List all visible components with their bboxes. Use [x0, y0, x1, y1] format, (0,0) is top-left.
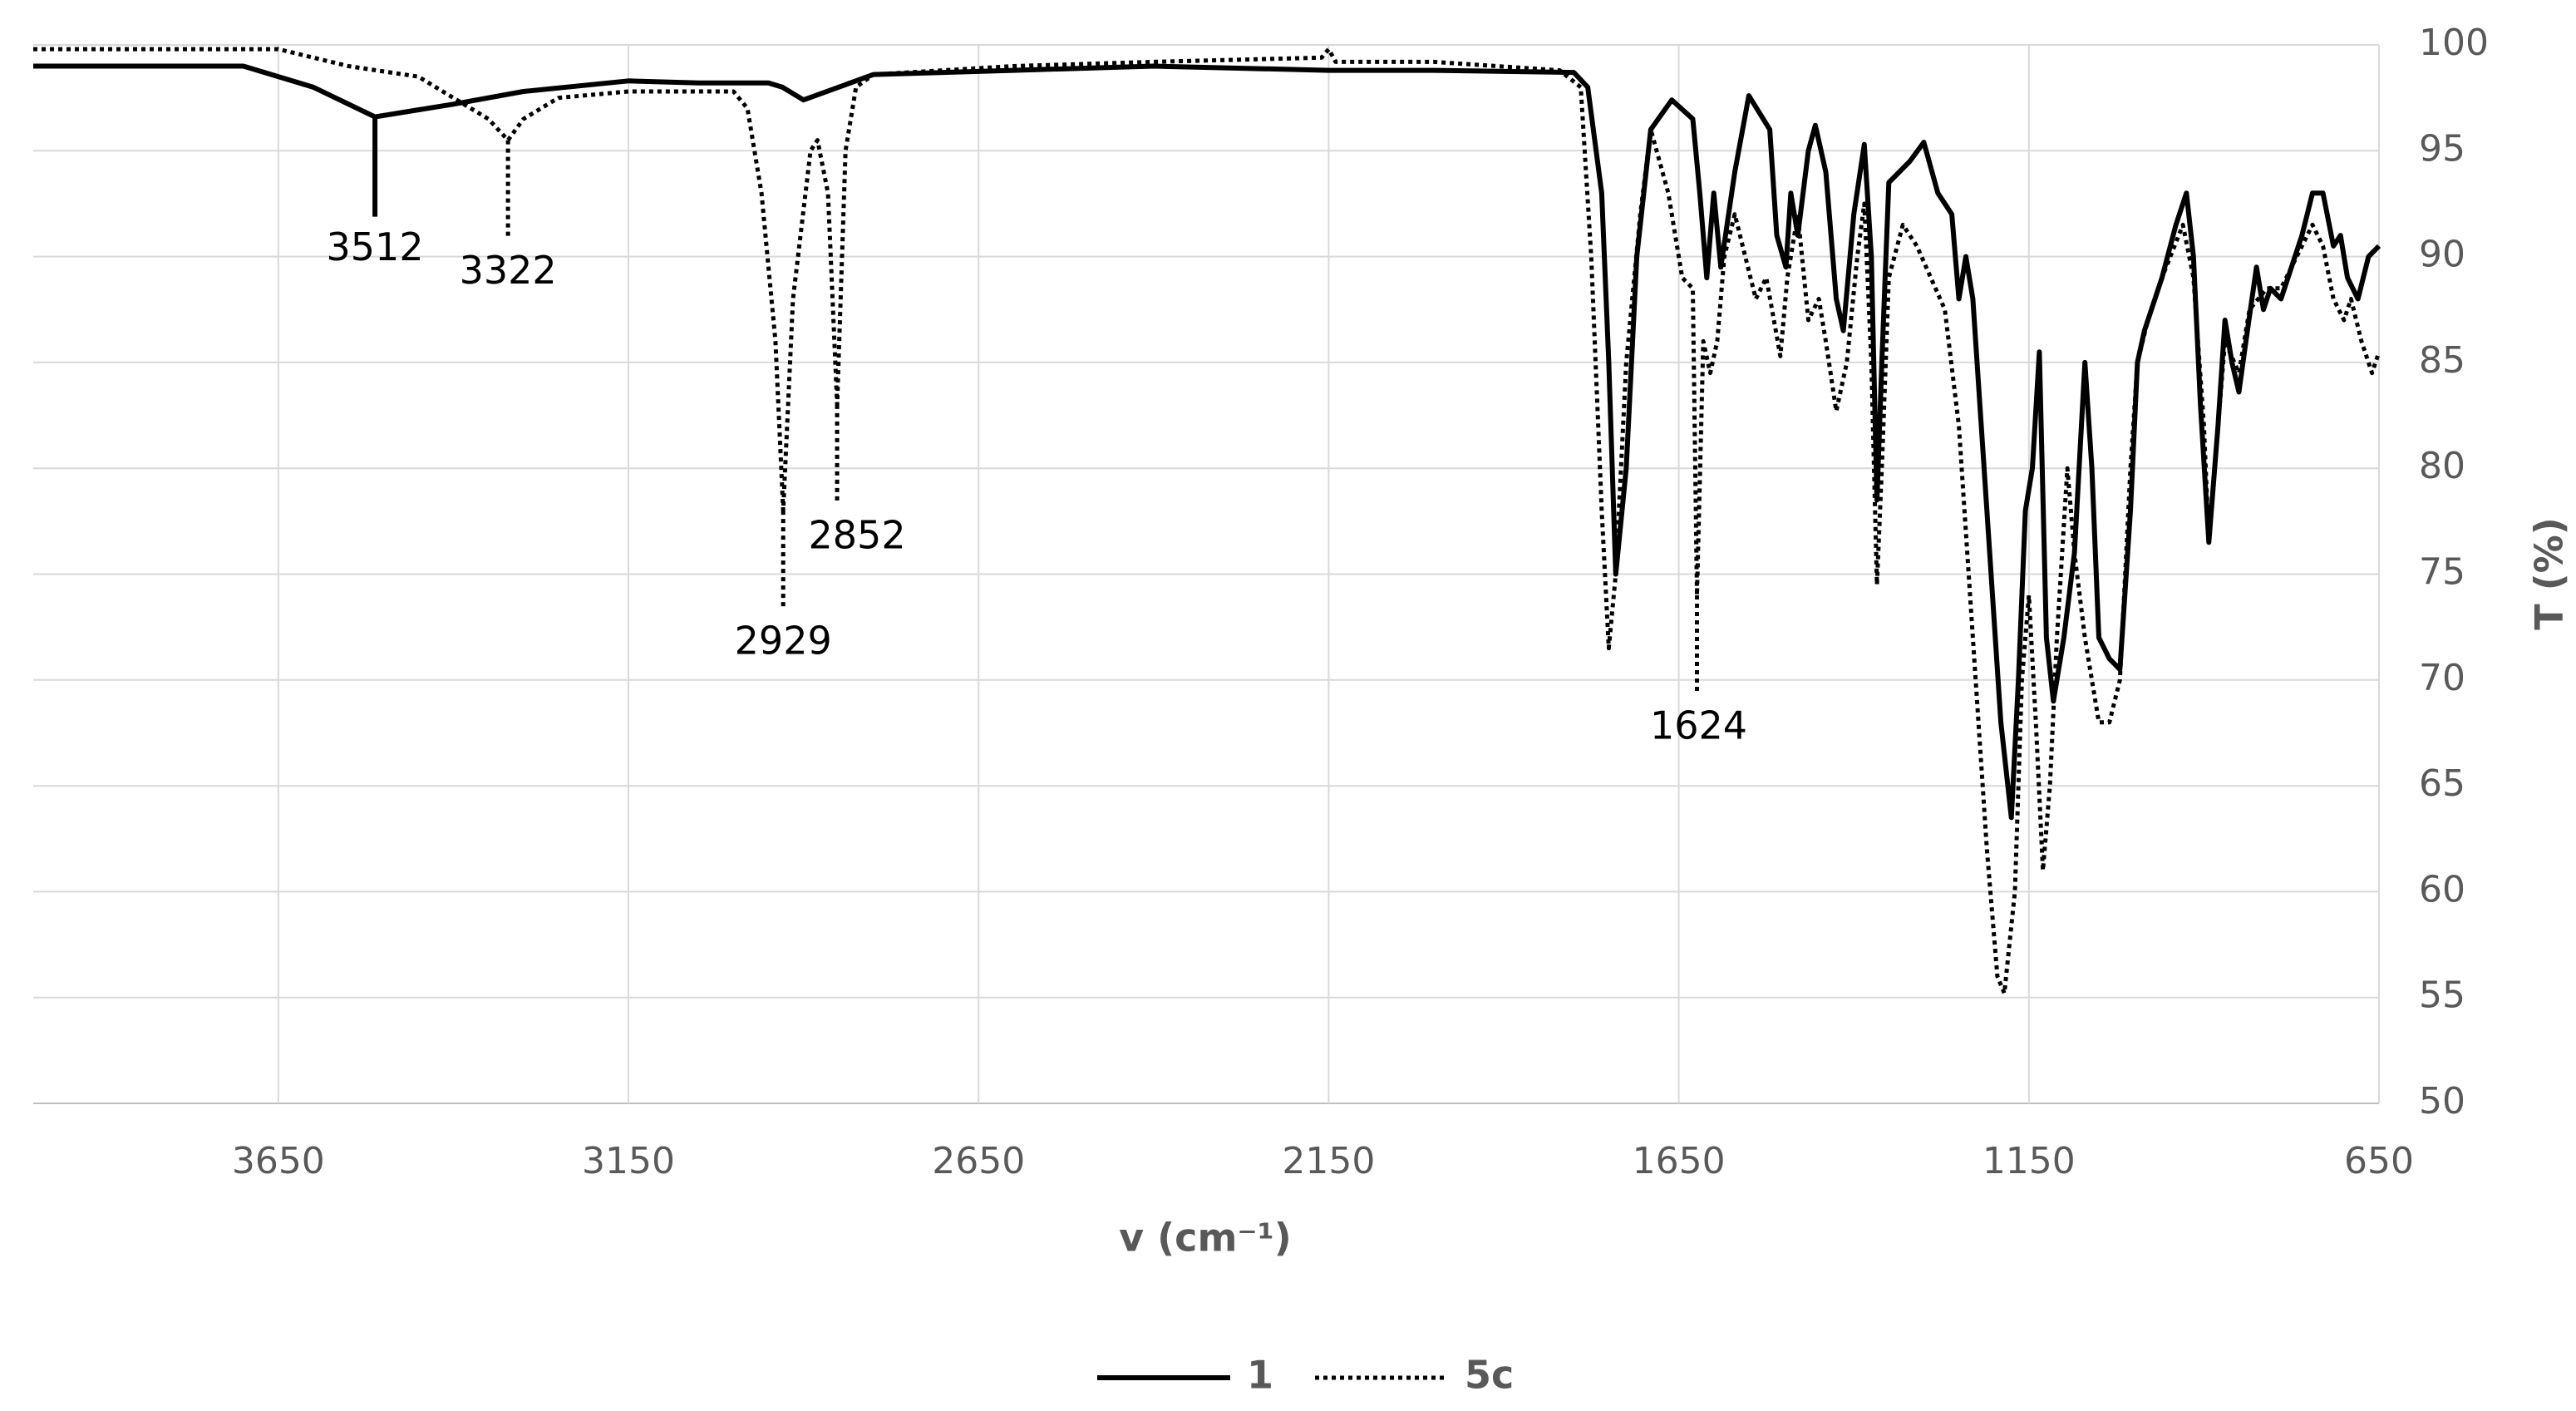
x-tick-label: 1150	[1982, 1140, 2076, 1182]
y-tick-label: 80	[2419, 445, 2465, 487]
legend-label: 5c	[1465, 1353, 1514, 1398]
y-tick-label: 70	[2419, 657, 2465, 699]
y-tick-label: 85	[2419, 339, 2465, 382]
y-tick-label: 75	[2419, 551, 2465, 594]
peak-label: 3322	[460, 248, 557, 293]
x-tick-label: 1650	[1633, 1140, 1726, 1182]
peak-label: 2852	[809, 512, 906, 557]
y-tick-label: 60	[2419, 868, 2465, 910]
y-tick-label: 65	[2419, 762, 2465, 805]
spectrum-line	[33, 47, 2381, 996]
spectrum-line	[33, 63, 2381, 821]
legend-label: 1	[1247, 1353, 1273, 1398]
y-tick-label: 100	[2419, 22, 2489, 64]
x-tick-label: 3150	[582, 1140, 675, 1182]
y-tick-label: 90	[2419, 234, 2465, 276]
y-tick-label: 95	[2419, 127, 2465, 170]
y-axis-title: T (%)	[2527, 517, 2572, 630]
peak-label: 3512	[327, 224, 424, 269]
x-tick-label: 2650	[932, 1140, 1025, 1182]
peak-label: 1624	[1650, 703, 1747, 747]
x-tick-label: 3650	[232, 1140, 325, 1182]
x-tick-label: 2150	[1282, 1140, 1375, 1182]
peak-label: 2929	[735, 619, 832, 664]
x-tick-label: 650	[2344, 1140, 2414, 1182]
y-tick-label: 50	[2419, 1080, 2465, 1122]
y-tick-label: 55	[2419, 974, 2465, 1017]
x-axis-title: v (cm⁻¹)	[1119, 1216, 1292, 1261]
